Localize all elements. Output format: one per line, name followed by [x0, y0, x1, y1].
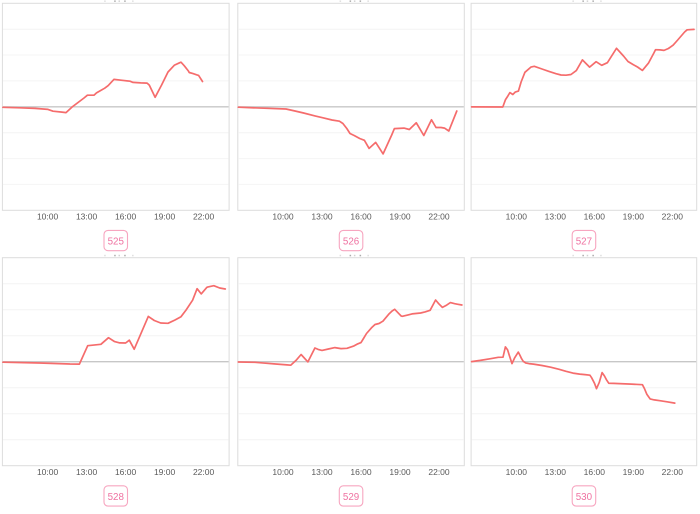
- svg-text:22:00: 22:00: [428, 467, 450, 477]
- svg-text:527: 527: [576, 237, 592, 248]
- svg-text:13:00: 13:00: [311, 212, 333, 222]
- svg-text:529: 529: [343, 492, 359, 503]
- svg-text:13:00: 13:00: [545, 212, 567, 222]
- svg-text:22:00: 22:00: [428, 212, 450, 222]
- svg-text:19:00: 19:00: [389, 212, 411, 222]
- svg-text:16:00: 16:00: [584, 467, 606, 477]
- svg-text:10:00: 10:00: [272, 212, 294, 222]
- svg-text:13:00: 13:00: [311, 467, 333, 477]
- svg-text:526: 526: [343, 237, 360, 248]
- svg-text:528: 528: [108, 492, 125, 503]
- svg-text:13:00: 13:00: [76, 212, 98, 222]
- svg-text:13:00: 13:00: [545, 467, 567, 477]
- svg-text:22:00: 22:00: [193, 212, 215, 222]
- svg-text:19:00: 19:00: [154, 212, 176, 222]
- svg-text:19:00: 19:00: [623, 467, 645, 477]
- svg-text:10:00: 10:00: [506, 467, 528, 477]
- svg-text:530: 530: [576, 492, 593, 503]
- svg-text:10:00: 10:00: [37, 467, 59, 477]
- svg-text:19:00: 19:00: [154, 467, 176, 477]
- svg-text:10:00: 10:00: [37, 212, 59, 222]
- svg-text:22:00: 22:00: [662, 467, 684, 477]
- svg-text:22:00: 22:00: [662, 212, 684, 222]
- svg-text:16:00: 16:00: [584, 212, 606, 222]
- svg-text:10:00: 10:00: [272, 467, 294, 477]
- svg-text:19:00: 19:00: [623, 212, 645, 222]
- svg-text:16:00: 16:00: [115, 467, 137, 477]
- svg-text:13:00: 13:00: [76, 467, 98, 477]
- svg-text:16:00: 16:00: [350, 212, 372, 222]
- svg-text:16:00: 16:00: [350, 467, 372, 477]
- svg-text:22:00: 22:00: [193, 467, 215, 477]
- svg-text:525: 525: [108, 237, 125, 248]
- svg-text:16:00: 16:00: [115, 212, 137, 222]
- svg-text:10:00: 10:00: [506, 212, 528, 222]
- svg-text:19:00: 19:00: [389, 467, 411, 477]
